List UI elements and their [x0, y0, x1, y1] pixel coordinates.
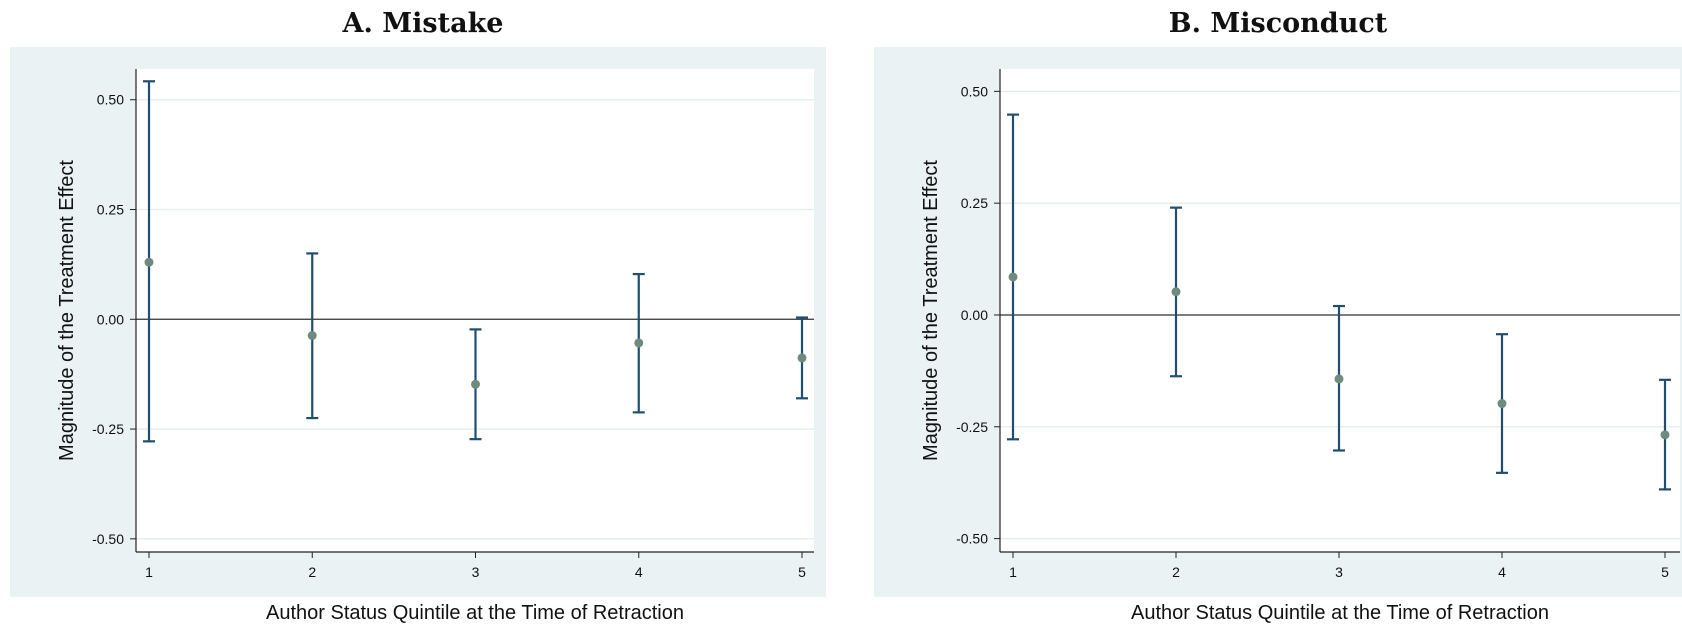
- x-tick-label: 5: [1661, 564, 1669, 580]
- point-estimate: [1660, 430, 1670, 440]
- x-tick-label: 4: [1498, 564, 1506, 580]
- x-tick-label: 5: [798, 564, 806, 580]
- x-tick-label: 2: [308, 564, 316, 580]
- y-tick-label: 0.00: [97, 311, 124, 327]
- y-tick-label: 0.50: [97, 92, 124, 108]
- y-tick-label: -0.25: [92, 421, 124, 437]
- panel-b-title: B. Misconduct: [1168, 8, 1388, 39]
- point-estimate: [1334, 374, 1344, 384]
- x-tick-label: 3: [1335, 564, 1343, 580]
- x-axis-label: Author Status Quintile at the Time of Re…: [266, 602, 684, 624]
- point-estimate: [1497, 399, 1507, 409]
- y-tick-label: -0.50: [956, 531, 988, 547]
- y-tick-label: 0.00: [961, 307, 988, 323]
- panel-a-title: A. Mistake: [342, 8, 504, 39]
- point-estimate: [144, 257, 154, 267]
- point-estimate: [1008, 272, 1018, 282]
- y-axis-label: Magnitude of the Treatment Effect: [920, 160, 942, 461]
- x-tick-label: 1: [1009, 564, 1017, 580]
- point-estimate: [797, 353, 807, 363]
- x-tick-label: 3: [472, 564, 480, 580]
- point-estimate: [1171, 287, 1181, 297]
- x-axis-label: Author Status Quintile at the Time of Re…: [1131, 602, 1549, 624]
- point-estimate: [634, 338, 644, 348]
- x-tick-label: 4: [635, 564, 643, 580]
- x-tick-label: 1: [145, 564, 153, 580]
- y-tick-label: 0.50: [961, 83, 988, 99]
- point-estimate: [307, 331, 317, 341]
- y-tick-label: -0.50: [92, 531, 124, 547]
- x-tick-label: 2: [1172, 564, 1180, 580]
- y-axis-label: Magnitude of the Treatment Effect: [56, 160, 78, 461]
- chart-mistake: 0.50 0.25 0.00 -0.25 -0.50 1 2 3 4 5 Author Status…: [10, 47, 826, 624]
- plot-area: [136, 69, 814, 552]
- y-tick-label: -0.25: [956, 419, 988, 435]
- y-tick-label: 0.25: [961, 195, 988, 211]
- point-estimate: [471, 379, 480, 389]
- y-tick-label: 0.25: [97, 202, 124, 218]
